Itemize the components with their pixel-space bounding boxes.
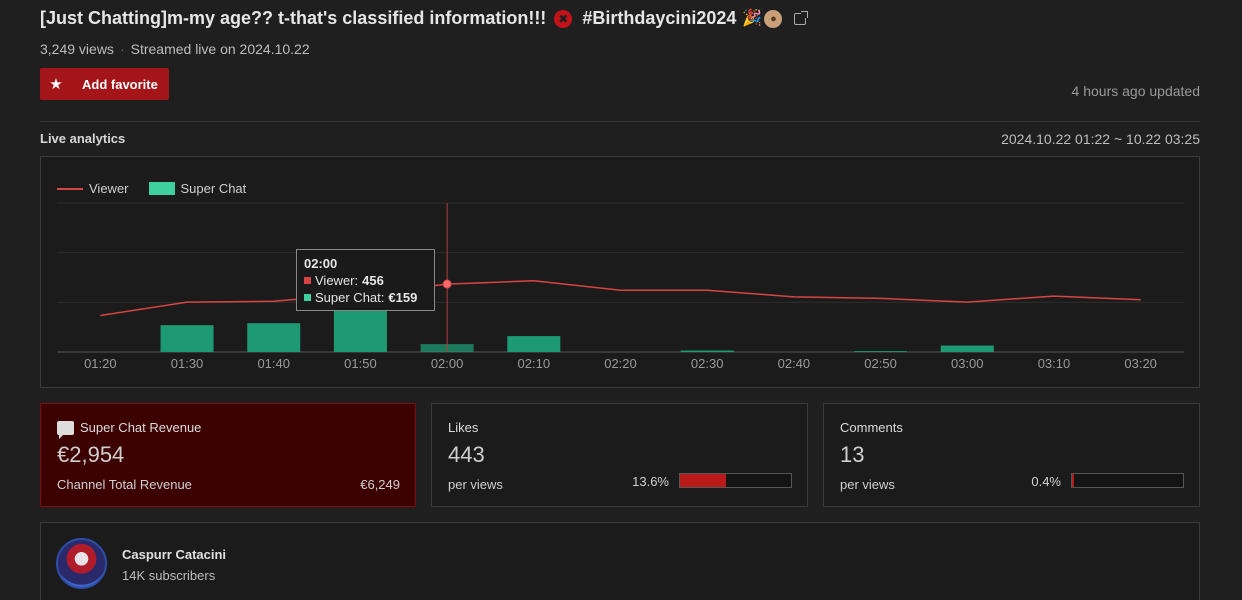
viewer-marker-icon <box>304 277 311 284</box>
comments-progress-bar <box>1071 473 1184 488</box>
tooltip-time: 02:00 <box>304 256 338 271</box>
likes-percentage: 13.6% <box>632 474 669 489</box>
angry-emoji-icon: ✖ <box>554 9 573 28</box>
live-analytics-chart[interactable]: Viewer Super Chat 01:20 01:30 01:40 01:50 02… <box>40 156 1200 388</box>
x-tick-label: 01:40 <box>257 356 290 371</box>
add-favorite-label: Add favorite <box>82 76 158 92</box>
superchat-bar <box>160 325 214 352</box>
superchat-revenue-card: Super Chat Revenue €2,954 Channel Total … <box>40 403 416 507</box>
likes-card: Likes 443 per views 13.6% <box>431 403 808 507</box>
chart-plot[interactable]: 01:20 01:30 01:40 01:50 02:00 02:10 02:20 02:30… <box>41 157 1199 387</box>
revenue-label: Super Chat Revenue <box>80 420 202 435</box>
comments-percentage: 0.4% <box>1031 474 1061 489</box>
channel-subscribers: 14K subscribers <box>122 568 216 583</box>
viewer-line <box>100 280 1141 317</box>
comments-per-views-label: per views <box>840 477 895 492</box>
viewer-hover-point <box>442 279 452 289</box>
viewer-legend-label[interactable]: Viewer <box>89 181 129 196</box>
channel-panel: Caspurr Catacini 14K subscribers <box>40 522 1200 600</box>
party-popper-icon: 🎉 <box>742 9 763 27</box>
channel-total-value: €6,249 <box>360 477 400 492</box>
tooltip-viewer-row: Viewer: 456 <box>304 272 427 289</box>
updated-time: 4 hours ago updated <box>1071 83 1200 99</box>
x-tick-label: 02:20 <box>604 356 637 371</box>
tooltip-superchat-value: €159 <box>388 290 418 305</box>
analytics-date-range: 2024.10.22 01:22 ~ 10.22 03:25 <box>1001 131 1200 147</box>
channel-total-label: Channel Total Revenue <box>57 477 192 492</box>
chart-tooltip: 02:00 Viewer: 456 Super Chat: €159 <box>296 249 435 311</box>
x-tick-label: 01:30 <box>171 356 204 371</box>
hashtag-text: #Birthdaycini2024 <box>582 8 737 28</box>
channel-name[interactable]: Caspurr Catacini <box>122 547 227 562</box>
star-icon: ★ <box>49 76 63 93</box>
live-analytics-title: Live analytics <box>40 131 126 146</box>
superchat-bar <box>680 350 734 352</box>
superchat-legend-label[interactable]: Super Chat <box>180 181 247 196</box>
x-tick-label: 02:40 <box>778 356 811 371</box>
chat-bubble-icon <box>57 420 74 439</box>
views-count: 3,249 views <box>40 41 114 57</box>
likes-per-views-label: per views <box>448 477 503 492</box>
tooltip-viewer-label: Viewer: <box>315 273 359 288</box>
tooltip-superchat-label: Super Chat: <box>315 290 385 305</box>
stream-title-text: [Just Chatting]m-my age?? t-that's class… <box>40 8 547 28</box>
comments-card: Comments 13 per views 0.4% <box>823 403 1200 507</box>
superchat-marker-icon <box>304 294 311 301</box>
external-link-icon[interactable] <box>794 10 809 25</box>
likes-label: Likes <box>448 420 479 435</box>
chart-legend: Viewer Super Chat <box>57 181 246 196</box>
x-tick-label: 01:20 <box>84 356 117 371</box>
comments-label: Comments <box>840 420 903 435</box>
viewer-legend-swatch[interactable] <box>57 187 83 190</box>
x-tick-label: 02:50 <box>864 356 897 371</box>
tooltip-superchat-row: Super Chat: €159 <box>304 289 427 306</box>
tooltip-viewer-value: 456 <box>362 273 384 288</box>
revenue-value: €2,954 <box>57 442 125 467</box>
x-tick-label: 02:00 <box>431 356 464 371</box>
stream-meta: 3,249 views · Streamed live on 2024.10.22 <box>40 41 310 57</box>
superchat-bar <box>507 336 561 352</box>
channel-avatar[interactable] <box>56 538 107 589</box>
x-tick-label: 01:50 <box>344 356 377 371</box>
superchat-legend-swatch[interactable] <box>148 182 175 195</box>
section-divider <box>40 121 1200 122</box>
meta-separator: · <box>119 41 125 57</box>
likes-progress-fill <box>680 474 727 487</box>
revenue-card-header: Super Chat Revenue <box>57 420 202 439</box>
x-tick-label: 02:10 <box>518 356 551 371</box>
superchat-bar <box>940 345 994 352</box>
x-tick-label: 03:00 <box>951 356 984 371</box>
x-tick-label: 03:20 <box>1124 356 1157 371</box>
comments-value: 13 <box>840 442 865 467</box>
x-tick-label: 02:30 <box>691 356 724 371</box>
add-favorite-button[interactable]: ★ Add favorite <box>40 68 169 100</box>
x-tick-label: 03:10 <box>1038 356 1071 371</box>
likes-value: 443 <box>448 442 485 467</box>
stream-title: [Just Chatting]m-my age?? t-that's class… <box>40 8 809 29</box>
superchat-bar <box>247 323 301 352</box>
likes-progress-bar <box>679 473 792 488</box>
cake-icon: ● <box>764 9 783 28</box>
streamed-date: Streamed live on 2024.10.22 <box>130 41 310 57</box>
comments-progress-fill <box>1072 474 1075 487</box>
superchat-bar <box>854 351 908 352</box>
